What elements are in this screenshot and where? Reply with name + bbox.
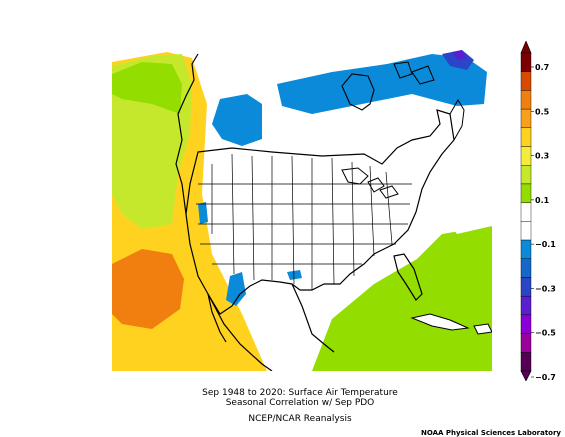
cuba-outline bbox=[410, 313, 470, 331]
caption-title: Sep 1948 to 2020: Surface Air Temperatur… bbox=[202, 388, 398, 398]
colorbar-label: −0.7 bbox=[535, 373, 556, 381]
colorbar-segment bbox=[520, 202, 532, 222]
hispaniola-outline bbox=[473, 323, 492, 335]
colorbar-segment bbox=[520, 333, 532, 353]
pacific-yellow-green-top bbox=[112, 62, 182, 114]
sw-blue-patch bbox=[226, 272, 246, 306]
colorbar: 0.7 0.5 0.3 0.1 −0.1 −0.3 −0.5 −0.7 bbox=[520, 41, 556, 381]
colorbar-label: 0.5 bbox=[535, 107, 550, 116]
colorbar-segment bbox=[520, 71, 532, 91]
colorbar-label: 0.7 bbox=[535, 63, 549, 72]
mexico-outline bbox=[207, 283, 335, 371]
arctic-island-1 bbox=[393, 61, 413, 79]
colorbar-segment bbox=[520, 277, 532, 297]
colorbar-bottom-arrow bbox=[520, 370, 532, 381]
baja-outline bbox=[207, 293, 227, 343]
colorbar-label: −0.1 bbox=[535, 240, 556, 249]
nw-blue-patch bbox=[198, 202, 208, 224]
colorbar-segment bbox=[520, 108, 532, 129]
colorbar-segment bbox=[520, 295, 532, 316]
colorbar-label: −0.3 bbox=[535, 284, 556, 293]
canada-purple-core bbox=[452, 50, 467, 60]
arctic-island-2 bbox=[411, 65, 435, 85]
canada-blue-patch-east bbox=[277, 54, 487, 114]
state-borders bbox=[196, 153, 412, 290]
colorbar-segment bbox=[520, 183, 532, 203]
colorbar-label: −0.5 bbox=[535, 329, 556, 338]
colorbar-segment bbox=[520, 52, 532, 72]
great-lakes-outline bbox=[341, 167, 399, 199]
colorbar-segment bbox=[520, 239, 532, 259]
south-blue-patch bbox=[287, 270, 302, 280]
atlantic-green-field bbox=[312, 226, 492, 371]
correlation-map bbox=[112, 44, 492, 371]
colorbar-segment bbox=[520, 90, 532, 110]
colorbar-segment bbox=[520, 146, 532, 166]
colorbar-segment bbox=[520, 314, 532, 334]
colorbar-segment bbox=[520, 258, 532, 278]
caption-subtitle: Seasonal Correlation w/ Sep PDO bbox=[225, 398, 375, 408]
colorbar-segment bbox=[520, 352, 532, 372]
colorbar-segment bbox=[520, 127, 532, 147]
caption-source: NCEP/NCAR Reanalysis bbox=[248, 414, 352, 424]
colorbar-label: 0.1 bbox=[535, 196, 550, 205]
colorbar-label: 0.3 bbox=[535, 152, 549, 161]
florida-outline bbox=[393, 253, 423, 301]
labrador-coast bbox=[449, 99, 465, 141]
north-atlantic-white bbox=[442, 134, 492, 234]
colorbar-top-arrow bbox=[520, 41, 532, 54]
pacific-coast-outline bbox=[175, 53, 199, 215]
pacific-orange-anomaly bbox=[112, 249, 184, 329]
canada-blue-patch-west bbox=[212, 94, 262, 146]
colorbar-segment bbox=[520, 221, 532, 241]
colorbar-segment bbox=[520, 165, 532, 185]
credit-text: NOAA Physical Sciences Laboratory bbox=[420, 429, 561, 437]
hudson-bay-outline bbox=[341, 73, 375, 111]
